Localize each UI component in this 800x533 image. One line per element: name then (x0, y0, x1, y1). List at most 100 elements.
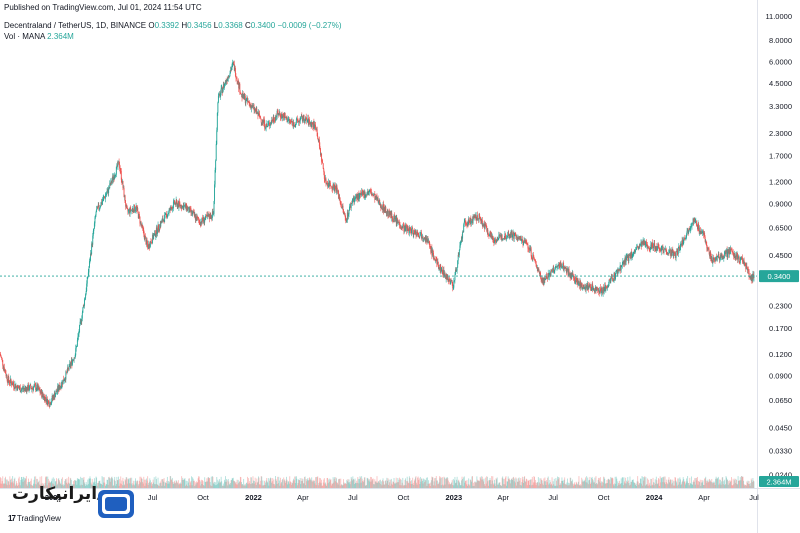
volume-bar (18, 478, 20, 488)
candle-body (180, 205, 181, 207)
candle-body (121, 179, 123, 183)
candle-body (88, 261, 90, 268)
candle-body (123, 187, 124, 189)
candle-body (742, 257, 743, 262)
candle-body (135, 210, 136, 211)
volume-bar (358, 483, 360, 488)
volume-bar (450, 484, 451, 488)
candle-body (204, 218, 206, 221)
candle-body (555, 266, 557, 268)
candle-body (78, 332, 80, 335)
volume-bar (81, 485, 83, 488)
volume-bar (190, 480, 192, 488)
last-price-badge (759, 270, 799, 283)
candle-body (296, 118, 298, 120)
volume-bar (635, 484, 636, 488)
candle-body (386, 212, 388, 214)
candle-body (471, 219, 473, 222)
candle-body (597, 290, 599, 291)
candle-body (420, 232, 422, 239)
candle-body (312, 124, 314, 127)
volume-bar (17, 485, 19, 488)
volume-bar (620, 478, 622, 488)
volume-bar (111, 476, 113, 488)
volume-bar (288, 483, 290, 488)
volume-bar (600, 481, 602, 488)
volume-bar (14, 485, 16, 488)
candle-body (683, 237, 685, 239)
candle-body (306, 119, 308, 122)
volume-bar (85, 485, 87, 488)
candle-body (18, 386, 20, 389)
volume-bar (720, 479, 721, 488)
candle-body (154, 230, 156, 234)
candle-body (171, 208, 173, 211)
volume-bar (647, 478, 648, 488)
volume-bar (558, 477, 560, 488)
candle-body (748, 270, 750, 277)
volume-bar (117, 480, 119, 488)
volume-bar (750, 483, 752, 488)
volume-bar (405, 485, 407, 488)
volume-bar (118, 476, 119, 488)
volume-bar (581, 477, 583, 488)
candle-body (43, 395, 45, 402)
volume-bar (231, 478, 233, 488)
candle-body (704, 232, 706, 238)
volume-bar (278, 480, 280, 488)
volume-bar (548, 483, 550, 488)
candle-body (48, 401, 50, 407)
candle-body (406, 226, 408, 232)
volume-bar (730, 480, 732, 488)
candle-body (329, 182, 331, 187)
candle-body (736, 253, 738, 257)
candle-body (587, 284, 589, 289)
candle-body (749, 276, 751, 277)
candle-body (544, 277, 546, 280)
volume-bar (272, 483, 274, 488)
price-tick-label: 1.2000 (769, 178, 792, 187)
candle-body (182, 205, 184, 207)
volume-bar (523, 482, 524, 488)
candle-body (422, 236, 424, 239)
volume-bar (497, 484, 499, 488)
volume-bar (59, 483, 61, 488)
candle-body (469, 221, 471, 223)
volume-bar (281, 480, 283, 488)
candle-body (503, 238, 505, 239)
candle-body (521, 238, 523, 242)
volume-bar (228, 483, 230, 488)
candle-body (445, 274, 447, 279)
volume-bar (232, 477, 234, 488)
volume-bar (82, 477, 84, 488)
volume-bar (703, 484, 705, 488)
candle-body (672, 250, 674, 256)
candle-body (521, 238, 523, 240)
volume-bar (731, 485, 733, 488)
volume-bar (349, 482, 351, 488)
candle-body (738, 256, 740, 259)
volume-bar (541, 479, 543, 488)
volume-bar (442, 484, 444, 488)
volume-bar (313, 479, 315, 488)
candle-body (340, 203, 342, 208)
volume-bar (678, 478, 680, 488)
volume-bar (457, 485, 459, 488)
candle-body (282, 115, 284, 117)
volume-bar (424, 479, 426, 488)
volume-bar (44, 482, 46, 488)
volume-bar (35, 484, 37, 488)
candle-body (358, 193, 360, 199)
candle-body (711, 257, 713, 263)
volume-bar (3, 483, 5, 488)
volume-bar (424, 482, 426, 488)
volume-bar (544, 477, 546, 488)
volume-bar (51, 480, 53, 488)
candle-body (645, 241, 647, 247)
candle-body (114, 176, 116, 179)
candle-body (579, 281, 581, 286)
volume-bar (728, 481, 730, 488)
candle-body (36, 384, 38, 389)
candle-body (720, 254, 722, 257)
